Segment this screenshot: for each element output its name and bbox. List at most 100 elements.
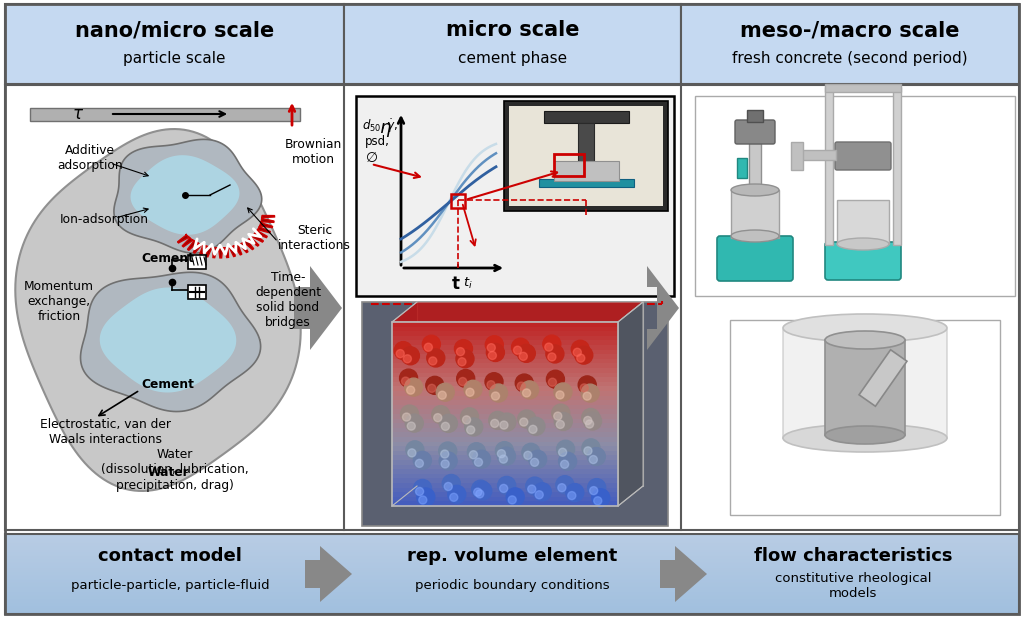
Circle shape bbox=[465, 418, 482, 436]
Circle shape bbox=[525, 477, 544, 495]
Bar bbox=[392, 368, 618, 373]
Bar bbox=[539, 179, 634, 187]
Text: Additive
adsorption: Additive adsorption bbox=[57, 144, 123, 172]
Bar bbox=[5, 599, 1019, 601]
Bar bbox=[5, 579, 1019, 581]
Circle shape bbox=[434, 413, 441, 421]
Bar bbox=[392, 469, 618, 474]
Circle shape bbox=[512, 338, 529, 356]
Text: Cement: Cement bbox=[141, 252, 195, 265]
Circle shape bbox=[406, 441, 424, 459]
FancyBboxPatch shape bbox=[835, 142, 891, 170]
Circle shape bbox=[582, 384, 599, 402]
Bar bbox=[392, 345, 618, 350]
Circle shape bbox=[546, 345, 564, 363]
Bar bbox=[392, 446, 618, 451]
Polygon shape bbox=[392, 302, 643, 322]
Circle shape bbox=[438, 391, 446, 399]
Circle shape bbox=[545, 343, 553, 351]
Bar bbox=[5, 562, 1019, 564]
Bar bbox=[5, 85, 1019, 530]
Text: $d_{50},\dot{\gamma},$: $d_{50},\dot{\gamma},$ bbox=[362, 117, 398, 135]
Bar bbox=[392, 400, 618, 405]
Polygon shape bbox=[618, 302, 643, 506]
Bar bbox=[188, 285, 206, 299]
Bar bbox=[825, 84, 901, 92]
Circle shape bbox=[400, 405, 419, 423]
Circle shape bbox=[513, 346, 521, 354]
Circle shape bbox=[579, 376, 596, 394]
Bar bbox=[392, 492, 618, 497]
Bar bbox=[509, 106, 663, 206]
Ellipse shape bbox=[731, 230, 779, 242]
Bar bbox=[5, 551, 1019, 552]
Bar bbox=[5, 565, 1019, 567]
Circle shape bbox=[518, 410, 536, 428]
Circle shape bbox=[590, 486, 598, 494]
Bar bbox=[730, 320, 1000, 515]
Bar bbox=[5, 588, 1019, 590]
Ellipse shape bbox=[783, 314, 947, 342]
Ellipse shape bbox=[783, 424, 947, 452]
FancyBboxPatch shape bbox=[825, 242, 901, 280]
Bar bbox=[5, 600, 1019, 602]
Bar bbox=[392, 350, 618, 354]
Circle shape bbox=[487, 381, 495, 389]
Circle shape bbox=[583, 392, 591, 400]
Circle shape bbox=[552, 404, 569, 422]
Bar bbox=[5, 556, 1019, 558]
Circle shape bbox=[474, 482, 492, 500]
Bar bbox=[5, 541, 1019, 543]
Circle shape bbox=[417, 488, 435, 506]
Circle shape bbox=[496, 442, 513, 460]
Text: micro scale: micro scale bbox=[445, 20, 580, 40]
Circle shape bbox=[581, 384, 588, 392]
Circle shape bbox=[588, 447, 605, 465]
Text: $\eta$: $\eta$ bbox=[379, 121, 391, 139]
Circle shape bbox=[529, 425, 537, 433]
Circle shape bbox=[530, 459, 539, 467]
Bar bbox=[392, 478, 618, 483]
Circle shape bbox=[527, 417, 545, 435]
Bar bbox=[5, 603, 1019, 604]
Bar bbox=[5, 535, 1019, 536]
Circle shape bbox=[404, 378, 423, 396]
Circle shape bbox=[567, 491, 575, 499]
Bar bbox=[5, 548, 1019, 550]
Polygon shape bbox=[177, 216, 274, 258]
Circle shape bbox=[522, 443, 540, 462]
Circle shape bbox=[394, 342, 413, 360]
Circle shape bbox=[528, 451, 547, 468]
Bar bbox=[783, 330, 947, 438]
Bar bbox=[392, 465, 618, 469]
Bar bbox=[731, 190, 779, 238]
Bar bbox=[392, 455, 618, 460]
Bar bbox=[5, 560, 1019, 562]
Circle shape bbox=[459, 378, 467, 386]
Circle shape bbox=[589, 455, 597, 464]
Text: meso-/macro scale: meso-/macro scale bbox=[740, 20, 959, 40]
Bar bbox=[5, 590, 1019, 591]
Circle shape bbox=[517, 344, 536, 362]
Circle shape bbox=[498, 450, 506, 458]
Circle shape bbox=[464, 380, 482, 398]
Circle shape bbox=[492, 392, 500, 400]
Bar bbox=[5, 591, 1019, 593]
Circle shape bbox=[584, 417, 592, 425]
Circle shape bbox=[457, 347, 465, 356]
Bar bbox=[5, 536, 1019, 538]
Circle shape bbox=[403, 355, 412, 363]
Bar bbox=[5, 582, 1019, 583]
Circle shape bbox=[467, 442, 485, 461]
Circle shape bbox=[548, 353, 556, 361]
Text: Steric
interactions: Steric interactions bbox=[278, 224, 351, 252]
Bar bbox=[5, 576, 1019, 578]
Circle shape bbox=[450, 493, 458, 501]
Bar bbox=[5, 583, 1019, 585]
Circle shape bbox=[447, 485, 466, 503]
Bar bbox=[5, 563, 1019, 565]
Circle shape bbox=[402, 413, 411, 421]
Circle shape bbox=[500, 421, 508, 429]
Bar bbox=[392, 391, 618, 396]
Bar bbox=[5, 598, 1019, 599]
